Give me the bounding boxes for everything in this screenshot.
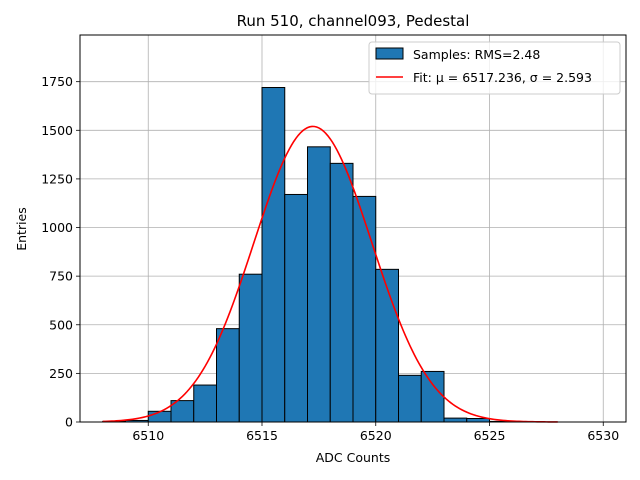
histogram-bar <box>398 374 422 423</box>
y-tick-label: 500 <box>49 317 73 332</box>
histogram-bar <box>375 268 399 423</box>
legend-swatch-samples <box>375 47 404 60</box>
histogram-bar <box>284 193 308 423</box>
y-tick-label: 250 <box>49 366 73 381</box>
chart-title: Run 510, channel093, Pedestal <box>237 12 470 30</box>
x-tick-label: 6530 <box>587 428 619 443</box>
y-tick-label: 0 <box>65 415 73 430</box>
legend-label-samples: Samples: RMS=2.48 <box>413 47 540 62</box>
histogram-bar <box>443 417 468 423</box>
x-tick-label: 6510 <box>132 428 164 443</box>
x-tick-label: 6515 <box>246 428 278 443</box>
histogram-bar <box>466 417 490 423</box>
y-tick-label: 750 <box>49 269 73 284</box>
histogram-bar <box>193 384 217 423</box>
y-tick-label: 1750 <box>41 74 73 89</box>
histogram-bar <box>147 410 172 423</box>
legend: Samples: RMS=2.48 Fit: μ = 6517.236, σ =… <box>368 41 621 95</box>
legend-box <box>368 41 621 95</box>
histogram-bar <box>238 273 263 423</box>
x-axis-ticks: 6510 6515 6520 6525 6530 <box>132 422 619 443</box>
y-axis-ticks: 0 250 500 750 1000 1250 1500 1750 <box>41 74 80 430</box>
histogram-bar <box>216 328 240 423</box>
y-tick-label: 1250 <box>41 171 73 186</box>
y-axis-label: Entries <box>14 207 29 251</box>
plot-frame <box>79 34 627 423</box>
histogram-bar <box>261 87 286 423</box>
x-tick-label: 6525 <box>474 428 506 443</box>
x-tick-label: 6520 <box>360 428 392 443</box>
histogram-bar <box>420 370 445 423</box>
legend-label-fit: Fit: μ = 6517.236, σ = 2.593 <box>413 70 592 85</box>
y-tick-label: 1000 <box>41 220 73 235</box>
x-axis-label: ADC Counts <box>316 450 391 465</box>
fit-curve <box>102 125 558 423</box>
histogram-bar <box>352 195 377 423</box>
fit-curve-group <box>102 125 558 423</box>
histogram-bar <box>329 162 354 423</box>
y-tick-label: 1500 <box>41 123 73 138</box>
histogram-bar <box>307 146 331 423</box>
